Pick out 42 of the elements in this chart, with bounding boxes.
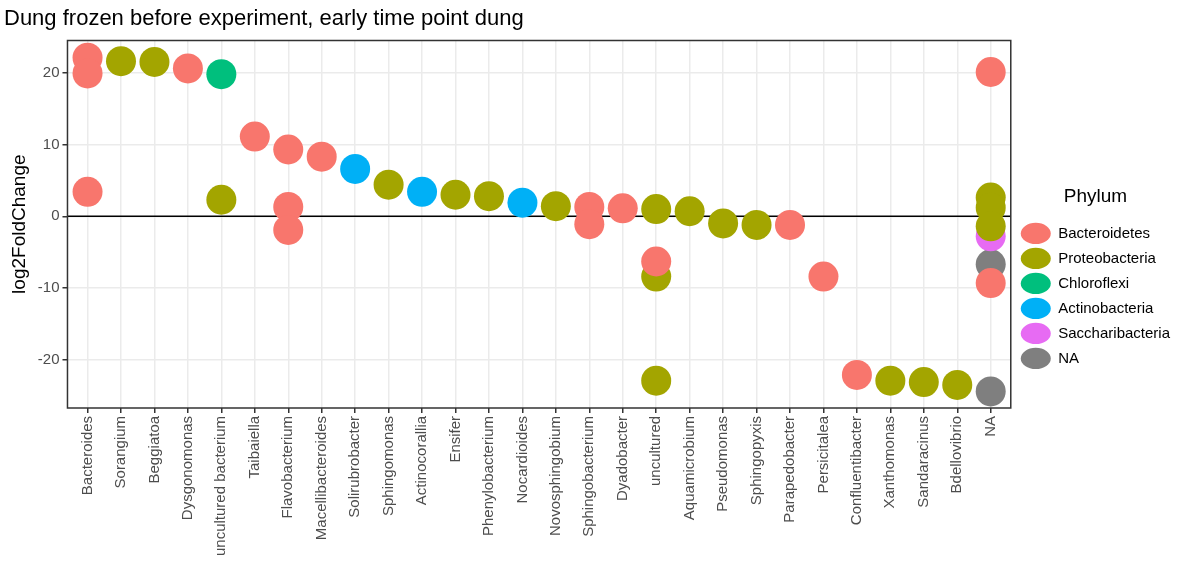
y-tick-label: -20: [37, 349, 60, 367]
x-tick-label: Solirubrobacter: [345, 415, 363, 518]
x-tick-label: Bdellovibrio: [947, 415, 965, 494]
x-tick-label: Sphingopyxis: [746, 415, 764, 506]
y-tick-label: 20: [42, 62, 60, 80]
x-tick-label: Ensifer: [445, 415, 463, 463]
y-tick-label: 10: [42, 134, 60, 152]
chart-title: Dung frozen before experiment, early time point dung: [4, 5, 524, 31]
x-tick-label: Beggiatoa: [144, 415, 162, 484]
x-tick-label: Sorangium: [111, 415, 129, 489]
x-tick-label: Macellibacteroides: [311, 415, 329, 541]
x-tick-label: uncultured: [646, 415, 664, 486]
x-tick-label: Sphingobacterium: [579, 415, 597, 537]
legend-title: Phylum: [1063, 184, 1128, 206]
x-tick-label: Novosphingobium: [545, 415, 563, 536]
x-tick-label: Sandaracinus: [913, 415, 931, 508]
x-tick-label: Sphingomonas: [378, 415, 396, 516]
legend-label: Actinobacteria: [1058, 298, 1154, 316]
legend-label: Saccharibacteria: [1058, 323, 1171, 341]
legend-label: Bacteroidetes: [1058, 223, 1151, 241]
legend-label: Chloroflexi: [1058, 273, 1130, 291]
y-tick-label: -10: [37, 278, 60, 296]
legend-label: NA: [1058, 348, 1080, 366]
x-tick-label: uncultured bacterium: [211, 415, 229, 556]
y-axis-title: log2FoldChange: [7, 154, 29, 294]
x-tick-label: Persicitalea: [813, 415, 831, 494]
x-tick-label: Bacteroides: [77, 415, 95, 496]
x-tick-label: Parapedobacter: [780, 415, 798, 523]
x-tick-label: Pseudomonas: [713, 415, 731, 512]
x-tick-label: Actinocorallia: [412, 415, 430, 506]
x-tick-label: Nocardioides: [512, 415, 530, 504]
x-tick-label: Taibaiella: [244, 415, 262, 479]
x-tick-label: Dyadobacter: [612, 415, 630, 501]
x-tick-label: NA: [980, 415, 998, 437]
x-tick-label: Xanthomonas: [880, 415, 898, 509]
x-tick-label: Phenylobacterium: [479, 415, 497, 536]
legend-label: Proteobacteria: [1058, 248, 1157, 266]
x-tick-label: Confluentibacter: [847, 415, 865, 526]
x-tick-label: Aquamicrobium: [679, 415, 697, 521]
x-tick-label: Dysgonomonas: [178, 415, 196, 521]
y-tick-label: 0: [51, 206, 60, 224]
x-tick-label: Flavobacterium: [278, 415, 296, 519]
